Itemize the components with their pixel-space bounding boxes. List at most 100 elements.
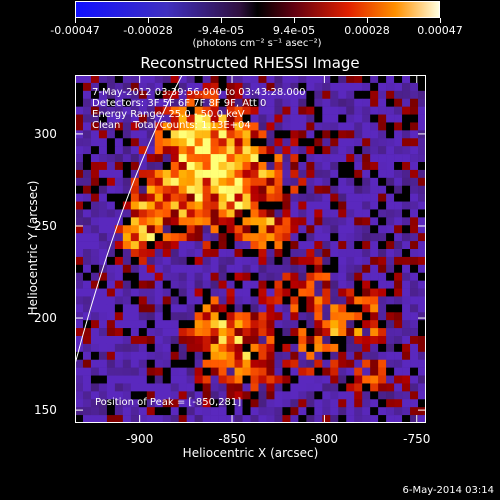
heatmap-cell bbox=[402, 217, 411, 226]
heatmap-cell bbox=[170, 154, 180, 163]
heatmap-cell bbox=[370, 399, 379, 408]
heatmap-cell bbox=[146, 138, 156, 147]
heatmap-cell bbox=[242, 383, 251, 392]
heatmap-cell bbox=[98, 280, 108, 289]
heatmap-cell bbox=[322, 320, 331, 329]
heatmap-cell bbox=[394, 106, 403, 115]
heatmap-cell bbox=[186, 249, 195, 258]
heatmap-cell bbox=[410, 169, 419, 179]
heatmap-cell bbox=[258, 130, 267, 139]
heatmap-cell bbox=[258, 272, 267, 281]
heatmap-cell bbox=[226, 169, 235, 179]
heatmap-cell bbox=[210, 320, 219, 329]
heatmap-cell bbox=[234, 399, 243, 408]
heatmap-cell bbox=[394, 320, 403, 329]
heatmap-cell bbox=[378, 130, 387, 139]
heatmap-cell bbox=[314, 256, 323, 266]
heatmap-cell bbox=[266, 98, 275, 107]
heatmap-cell bbox=[314, 98, 323, 107]
heatmap-cell bbox=[362, 138, 371, 147]
heatmap-cell bbox=[306, 122, 315, 131]
y-tick-label: 250 bbox=[34, 218, 57, 233]
heatmap-cell bbox=[146, 328, 156, 337]
heatmap-cell bbox=[298, 375, 307, 384]
heatmap-cell bbox=[266, 146, 275, 155]
heatmap-cell bbox=[250, 343, 259, 353]
heatmap-cell bbox=[394, 256, 403, 266]
heatmap-cell bbox=[242, 296, 251, 305]
heatmap-cell bbox=[298, 233, 307, 242]
heatmap-cell bbox=[394, 138, 403, 147]
heatmap-cell bbox=[298, 130, 307, 139]
heatmap-cell bbox=[210, 114, 219, 123]
heatmap-cell bbox=[402, 336, 411, 345]
heatmap-cell bbox=[378, 359, 387, 368]
heatmap-cell bbox=[338, 328, 347, 337]
heatmap-cell bbox=[114, 162, 124, 171]
heatmap-cell bbox=[306, 296, 315, 305]
heatmap-cell bbox=[258, 162, 267, 171]
heatmap-cell bbox=[362, 343, 371, 353]
heatmap-cell bbox=[75, 256, 84, 266]
heatmap-cell bbox=[178, 288, 187, 297]
heatmap-cell bbox=[418, 351, 426, 361]
colorbar-tick-label: 0.00047 bbox=[417, 24, 463, 37]
heatmap-cell bbox=[146, 146, 156, 155]
heatmap-cell bbox=[130, 169, 140, 179]
heatmap-cell bbox=[394, 90, 403, 100]
heatmap-cell bbox=[338, 351, 347, 361]
heatmap-cell bbox=[114, 154, 124, 163]
heatmap-cell bbox=[418, 82, 426, 92]
colorbar-tick bbox=[220, 18, 222, 23]
heatmap-cell bbox=[162, 407, 172, 416]
heatmap-cell bbox=[154, 82, 164, 92]
heatmap-cell bbox=[98, 114, 108, 123]
heatmap-cell bbox=[362, 241, 371, 250]
heatmap-cell bbox=[226, 98, 235, 107]
heatmap-cell bbox=[154, 399, 164, 408]
colorbar bbox=[75, 1, 440, 18]
heatmap-cell bbox=[194, 154, 203, 163]
heatmap-cell bbox=[378, 177, 387, 187]
heatmap-cell bbox=[226, 130, 235, 139]
heatmap-cell bbox=[410, 320, 419, 329]
heatmap-cell bbox=[402, 249, 411, 258]
heatmap-cell bbox=[346, 75, 355, 84]
heatmap-cell bbox=[98, 217, 108, 226]
heatmap-cell bbox=[75, 162, 84, 171]
heatmap-cell bbox=[170, 122, 180, 131]
heatmap-cell bbox=[138, 304, 148, 313]
heatmap-cell bbox=[330, 162, 339, 171]
heatmap-cell bbox=[298, 114, 307, 123]
heatmap-cell bbox=[258, 407, 267, 416]
heatmap-cell bbox=[114, 359, 124, 368]
heatmap-cell bbox=[402, 138, 411, 147]
heatmap-cell bbox=[106, 336, 116, 345]
heatmap-cell bbox=[242, 359, 251, 368]
heatmap-cell bbox=[410, 391, 419, 400]
heatmap-cell bbox=[114, 312, 124, 321]
heatmap-cell bbox=[274, 106, 283, 115]
heatmap-cell bbox=[322, 98, 331, 107]
heatmap-cell bbox=[234, 264, 243, 274]
heatmap-cell bbox=[218, 249, 227, 258]
heatmap-cell bbox=[330, 296, 339, 305]
heatmap-cell bbox=[130, 249, 140, 258]
heatmap-cell bbox=[274, 272, 283, 281]
heatmap-cell bbox=[138, 415, 148, 423]
heatmap-cell bbox=[330, 328, 339, 337]
plot-title: Reconstructed RHESSI Image bbox=[140, 54, 360, 72]
heatmap-cell bbox=[282, 280, 291, 289]
heatmap-cell bbox=[330, 130, 339, 139]
heatmap-cell bbox=[314, 122, 323, 131]
heatmap-cell bbox=[274, 249, 283, 258]
heatmap-cell bbox=[314, 154, 323, 163]
heatmap-cell bbox=[154, 75, 164, 84]
heatmap-cell bbox=[346, 82, 355, 92]
heatmap-cell bbox=[298, 193, 307, 202]
heatmap-cell bbox=[146, 241, 156, 250]
heatmap-cell bbox=[330, 249, 339, 258]
heatmap-cell bbox=[386, 162, 395, 171]
heatmap-cell bbox=[234, 98, 243, 107]
heatmap-cell bbox=[218, 225, 227, 234]
